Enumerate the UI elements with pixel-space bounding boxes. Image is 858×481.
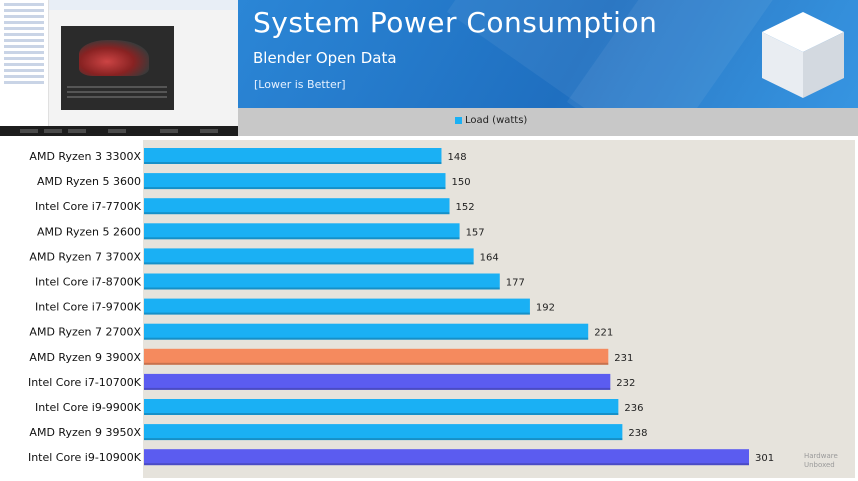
category-label: Intel Core i9-9900K xyxy=(35,401,142,414)
bar xyxy=(144,399,619,415)
value-label: 177 xyxy=(506,278,525,289)
category-label: Intel Core i7-10700K xyxy=(28,376,142,389)
bar-shadow xyxy=(144,287,500,290)
inset-screenshot xyxy=(0,0,239,136)
bar xyxy=(144,173,446,190)
bar-shadow xyxy=(144,262,474,265)
bar xyxy=(144,449,749,466)
bar xyxy=(144,373,611,390)
chart-note: [Lower is Better] xyxy=(254,78,346,91)
bar-chart: AMD Ryzen 3 3300X 148 AMD Ryzen 5 3600 150 I… xyxy=(28,148,774,466)
legend-bar: Load (watts) xyxy=(238,108,858,136)
category-label: Intel Core i9-10900K xyxy=(28,451,142,464)
bar-shadow xyxy=(144,162,442,164)
bar-shadow xyxy=(144,237,460,240)
value-label: 232 xyxy=(616,378,635,389)
inset-toolbar xyxy=(0,0,238,10)
value-label: 148 xyxy=(447,152,466,163)
bar-shadow xyxy=(144,413,619,415)
category-label: AMD Ryzen 5 2600 xyxy=(37,225,141,238)
bar xyxy=(144,424,623,441)
bar-shadow xyxy=(144,387,611,390)
chart-title: System Power Consumption xyxy=(253,6,658,39)
bar-shadow xyxy=(144,212,450,215)
bar xyxy=(144,148,442,164)
bar-shadow xyxy=(144,438,623,441)
bar-shadow xyxy=(144,187,446,190)
category-label: AMD Ryzen 5 3600 xyxy=(37,175,141,188)
inset-file-pane xyxy=(0,0,49,126)
category-label: Intel Core i7-7700K xyxy=(35,200,142,213)
value-label: 164 xyxy=(480,252,499,263)
bar xyxy=(144,248,474,265)
inset-taskbar xyxy=(0,126,238,136)
value-label: 150 xyxy=(451,177,470,188)
category-label: AMD Ryzen 9 3900X xyxy=(29,351,141,364)
chart-subtitle: Blender Open Data xyxy=(253,49,397,67)
bar xyxy=(144,273,500,290)
value-label: 221 xyxy=(594,328,613,339)
category-label: AMD Ryzen 7 2700X xyxy=(29,326,141,339)
bar-shadow xyxy=(144,362,609,365)
bar xyxy=(144,323,589,340)
watermark-line1: Hardware xyxy=(804,452,838,460)
bar xyxy=(144,348,609,365)
category-label: AMD Ryzen 9 3950X xyxy=(29,426,141,439)
value-label: 238 xyxy=(628,428,647,439)
value-label: 157 xyxy=(466,227,485,238)
legend: Load (watts) xyxy=(455,115,527,126)
watermark-line2: Unboxed xyxy=(804,461,835,469)
bar-shadow xyxy=(144,463,749,466)
chart-area: AMD Ryzen 3 3300X 148 AMD Ryzen 5 3600 150 I… xyxy=(0,136,858,481)
value-label: 236 xyxy=(624,403,643,414)
bar xyxy=(144,198,450,215)
legend-label: Load (watts) xyxy=(465,115,528,126)
bar-shadow xyxy=(144,312,530,315)
watermark: Hardware Unboxed xyxy=(804,452,838,470)
category-label: Intel Core i7-8700K xyxy=(35,276,142,289)
category-label: AMD Ryzen 3 3300X xyxy=(29,150,141,163)
car-render-icon xyxy=(79,40,149,76)
value-label: 152 xyxy=(456,202,475,213)
value-label: 301 xyxy=(755,453,774,464)
inset-render-image xyxy=(61,26,174,110)
chart-header: System Power Consumption Blender Open Da… xyxy=(238,0,858,108)
value-label: 231 xyxy=(614,353,633,364)
category-label: Intel Core i7-9700K xyxy=(35,301,142,314)
legend-swatch xyxy=(455,117,462,124)
category-label: AMD Ryzen 7 3700X xyxy=(29,250,141,263)
bar xyxy=(144,298,530,315)
value-label: 192 xyxy=(536,303,555,314)
bar-shadow xyxy=(144,337,589,340)
bar xyxy=(144,223,460,240)
cube-logo-icon xyxy=(762,12,844,98)
